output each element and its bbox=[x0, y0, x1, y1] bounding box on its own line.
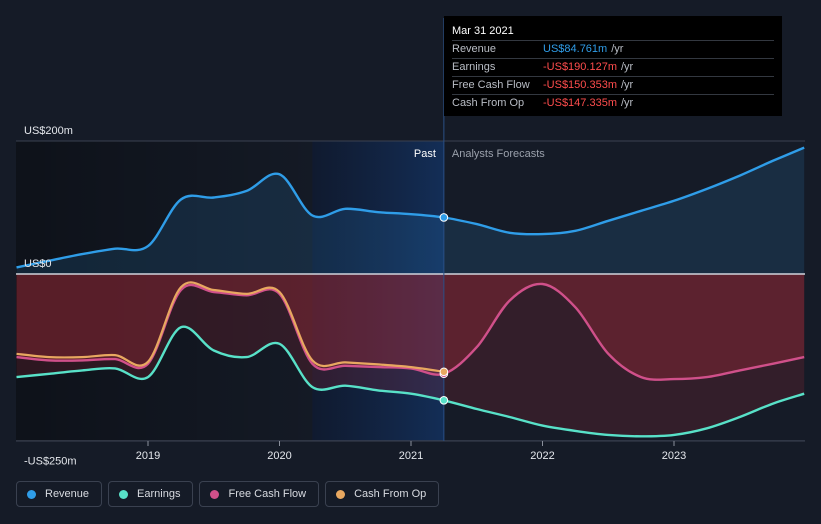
tooltip-row-cash-from-op: Cash From Op -US$147.335m /yr bbox=[452, 94, 774, 112]
legend: Revenue Earnings Free Cash Flow Cash Fro… bbox=[16, 481, 440, 509]
tooltip-unit: /yr bbox=[611, 43, 624, 55]
legend-dot-icon bbox=[27, 489, 36, 499]
tooltip-label: Earnings bbox=[452, 61, 496, 73]
legend-item-earnings[interactable]: Earnings bbox=[108, 481, 194, 507]
tooltip-value: -US$147.335m bbox=[543, 97, 617, 109]
y-axis-label: US$0 bbox=[24, 258, 52, 270]
legend-dot-icon bbox=[336, 489, 346, 499]
tooltip-value: -US$150.353m bbox=[543, 79, 617, 91]
revenue-area bbox=[16, 147, 805, 274]
end-marker-revenue bbox=[439, 213, 449, 222]
legend-label: Revenue bbox=[45, 488, 90, 500]
tooltip-label: Revenue bbox=[452, 43, 497, 55]
tooltip-value: -US$190.127m bbox=[543, 61, 617, 73]
legend-item-cash-from-op[interactable]: Cash From Op bbox=[325, 481, 440, 507]
x-tick-label: 2022 bbox=[530, 450, 554, 462]
past-label: Past bbox=[414, 148, 436, 160]
y-axis-label: US$200m bbox=[24, 125, 73, 137]
legend-label: Earnings bbox=[137, 488, 181, 500]
tooltip-unit: /yr bbox=[621, 97, 634, 109]
series-line-cash-from-op bbox=[16, 281, 445, 373]
x-tick-label: 2020 bbox=[267, 450, 291, 462]
legend-label: Free Cash Flow bbox=[228, 488, 307, 500]
tooltip-row-earnings: Earnings -US$190.127m /yr bbox=[452, 58, 774, 76]
end-marker-cash-from-op bbox=[439, 367, 449, 377]
tooltip-label: Free Cash Flow bbox=[452, 79, 530, 91]
legend-item-free-cash-flow[interactable]: Free Cash Flow bbox=[199, 481, 320, 507]
tooltip-label: Cash From Op bbox=[452, 97, 525, 109]
forecast-label: Analysts Forecasts bbox=[452, 148, 545, 160]
x-tick-label: 2023 bbox=[662, 450, 686, 462]
earnings-area bbox=[16, 274, 805, 437]
series-line-free-cash-flow bbox=[16, 282, 805, 381]
tooltip-date: Mar 31 2021 bbox=[452, 25, 514, 37]
y-axis-label: -US$250m bbox=[24, 455, 77, 467]
legend-dot-icon bbox=[210, 489, 220, 499]
legend-label: Cash From Op bbox=[354, 488, 427, 500]
x-tick-label: 2019 bbox=[136, 450, 160, 462]
series-line-earnings bbox=[16, 325, 805, 438]
series-line-revenue bbox=[16, 146, 805, 269]
legend-dot-icon bbox=[119, 489, 129, 499]
tooltip-row-free-cash-flow: Free Cash Flow -US$150.353m /yr bbox=[452, 76, 774, 94]
free-cash-flow-area bbox=[16, 274, 805, 380]
tooltip-unit: /yr bbox=[621, 79, 634, 91]
legend-item-revenue[interactable]: Revenue bbox=[16, 481, 103, 507]
tooltip-row-revenue: Revenue US$84.761m /yr bbox=[452, 40, 774, 58]
tooltip-value: US$84.761m bbox=[543, 43, 608, 55]
x-tick-label: 2021 bbox=[399, 450, 423, 462]
tooltip-unit: /yr bbox=[621, 61, 634, 73]
end-marker-earnings bbox=[439, 396, 449, 405]
tooltip: Mar 31 2021 Revenue US$84.761m /yr Earni… bbox=[444, 16, 782, 116]
